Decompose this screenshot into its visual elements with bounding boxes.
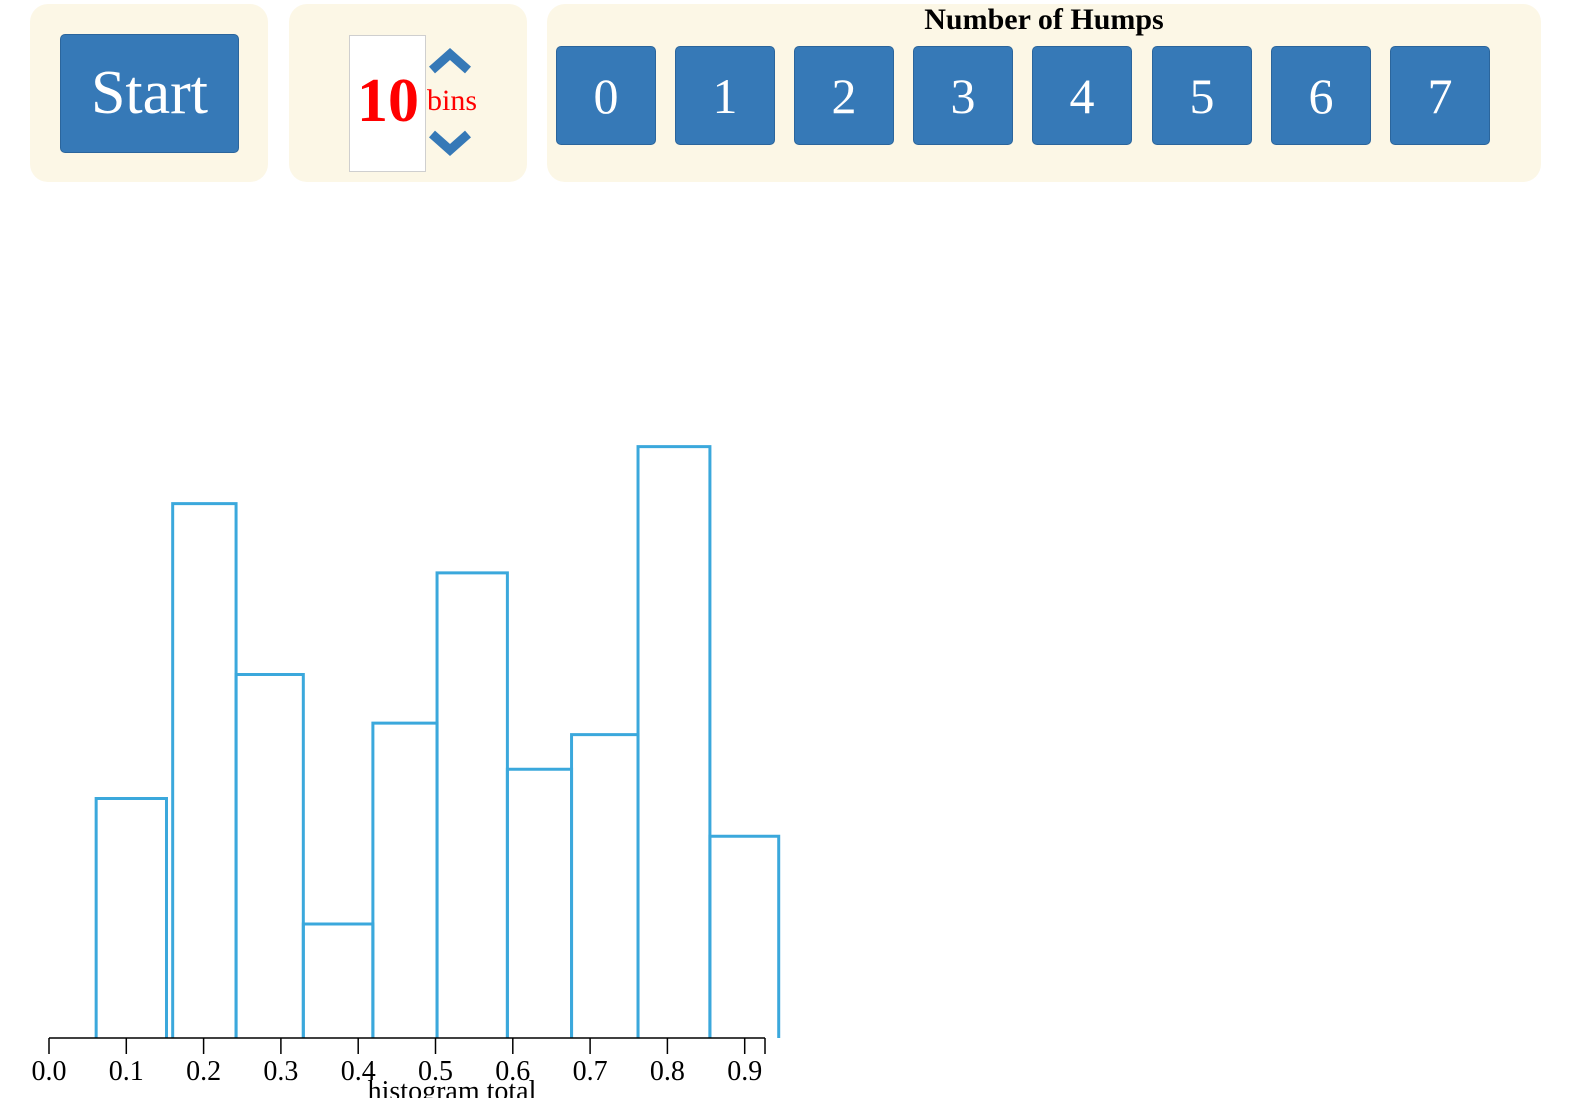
start-panel: Start (30, 4, 268, 182)
histogram-bar-1 (171, 502, 238, 1038)
x-tick-label-2: 0.2 (186, 1056, 221, 1087)
x-tick-label-4: 0.4 (341, 1056, 376, 1087)
x-tick-label-9: 0.9 (727, 1056, 762, 1087)
humps-button-4[interactable]: 4 (1032, 46, 1132, 145)
humps-button-0[interactable]: 0 (556, 46, 656, 145)
humps-title: Number of Humps (924, 3, 1164, 36)
humps-button-2[interactable]: 2 (794, 46, 894, 145)
bins-input[interactable] (349, 35, 426, 172)
histogram-bar-7 (570, 733, 640, 1038)
histogram-bar-2 (234, 673, 305, 1038)
histogram-bar-0 (94, 797, 168, 1038)
histogram-bar-3 (301, 922, 375, 1038)
chevron-down-icon[interactable] (426, 128, 474, 160)
histogram-bar-9 (708, 834, 781, 1038)
humps-button-5[interactable]: 5 (1152, 46, 1252, 145)
start-button[interactable]: Start (60, 34, 239, 153)
bins-unit-label: bins (427, 84, 478, 117)
humps-panel: Number of Humps 0 1 2 3 4 5 6 7 (547, 4, 1541, 182)
histogram-bar-4 (371, 721, 439, 1038)
humps-button-3[interactable]: 3 (913, 46, 1013, 145)
bins-panel: 10 bins (289, 4, 527, 182)
humps-button-7[interactable]: 7 (1390, 46, 1490, 145)
x-tick-label-1: 0.1 (109, 1056, 144, 1087)
x-tick-label-8: 0.8 (650, 1056, 685, 1087)
humps-button-6[interactable]: 6 (1271, 46, 1371, 145)
x-tick-label-3: 0.3 (263, 1056, 298, 1087)
x-axis-label: histogram total (368, 1076, 537, 1098)
histogram-bar-6 (505, 767, 574, 1038)
x-tick-label-7: 0.7 (573, 1056, 608, 1087)
chevron-up-icon[interactable] (426, 44, 474, 76)
x-tick-label-0: 0.0 (32, 1056, 67, 1087)
bins-value: 10 (357, 67, 419, 135)
histogram-bar-8 (636, 445, 712, 1038)
x-tick-label-5: 0.5 (418, 1056, 453, 1087)
histogram-bar-5 (435, 571, 509, 1038)
x-tick-label-6: 0.6 (495, 1056, 530, 1087)
humps-button-1[interactable]: 1 (675, 46, 775, 145)
